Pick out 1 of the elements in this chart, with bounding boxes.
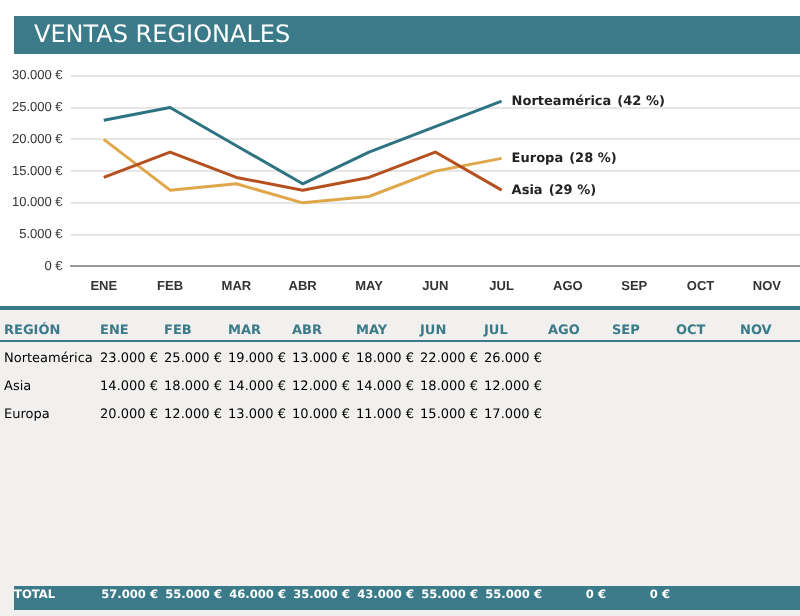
chart-title: VENTAS REGIONALES (14, 16, 800, 54)
